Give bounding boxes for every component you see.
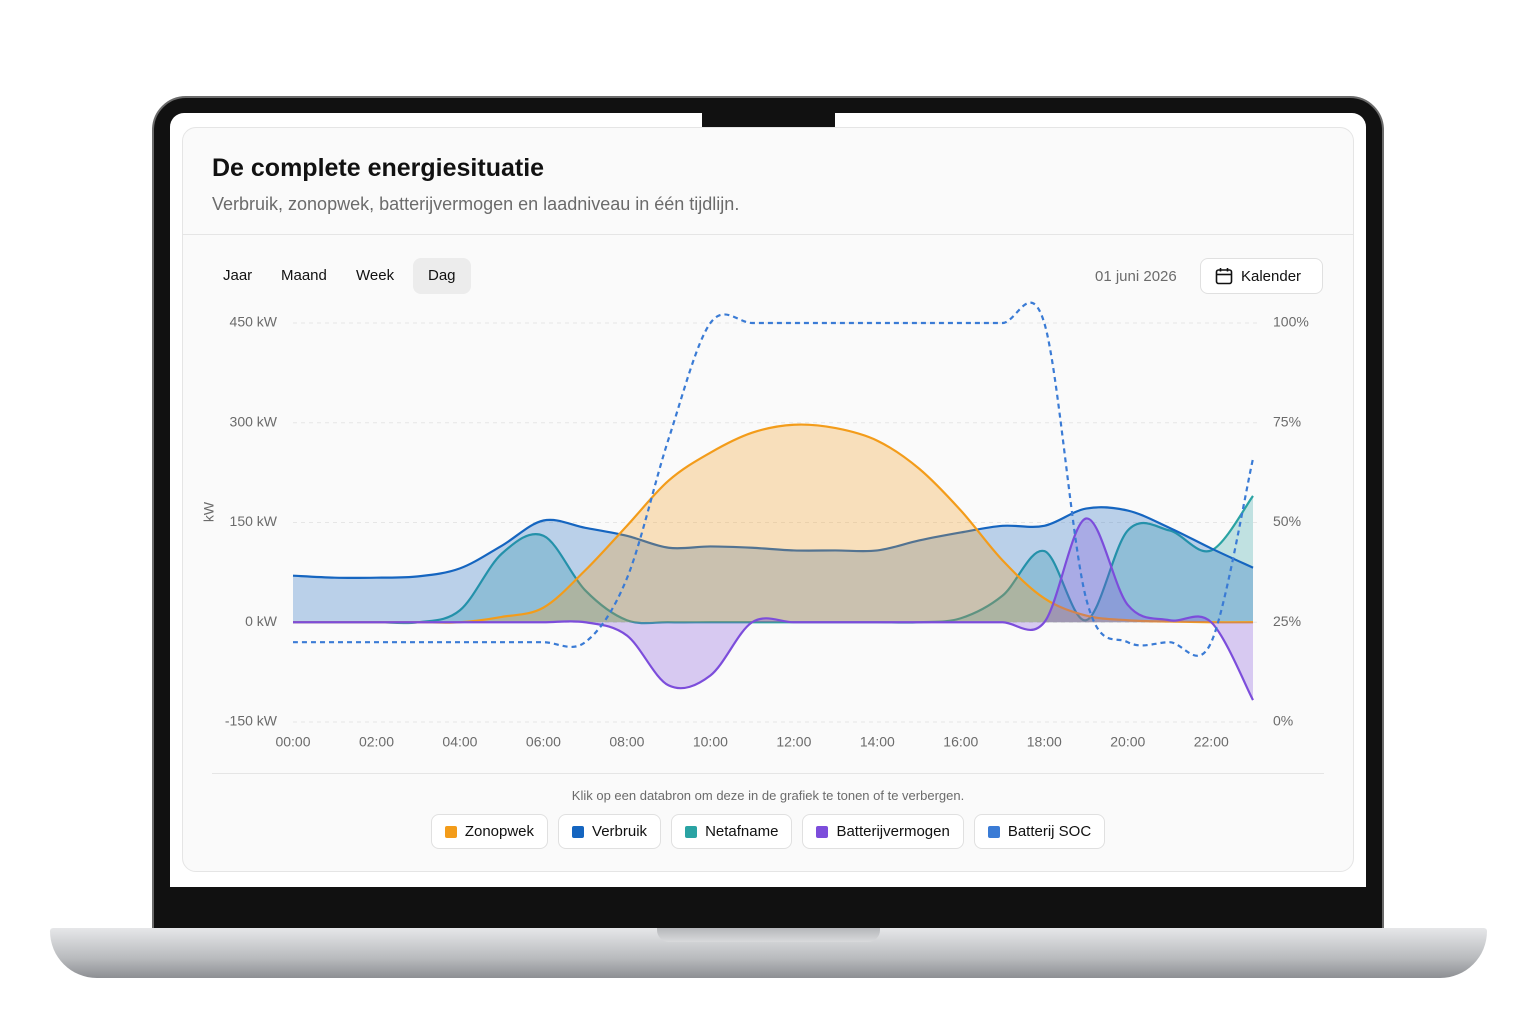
series-line (292, 506, 1254, 580)
tab[interactable]: Maand (281, 267, 327, 284)
y-tick-label: 0 kW (245, 613, 278, 629)
y2-tick-label: 50% (1273, 513, 1301, 529)
divider (212, 773, 1324, 774)
title: De complete energiesituatie (212, 154, 545, 182)
legend-item[interactable]: Netafname (671, 814, 793, 849)
legend-label: Zonopwek (464, 823, 535, 840)
y-axis-label: kW (201, 501, 217, 522)
date: 01 juni 2026 (1095, 268, 1177, 285)
area-fill (293, 424, 1253, 623)
y2-tick-label: 25% (1273, 613, 1301, 629)
calendar-label: Kalender (1241, 267, 1302, 285)
legend-item[interactable]: Zonopwek (430, 814, 549, 849)
x-tick-label: 20:00 (1110, 734, 1145, 750)
tab[interactable]: Dag (413, 258, 471, 294)
x-tick-label: 22:00 (1194, 734, 1229, 750)
tab[interactable]: Week (356, 267, 395, 284)
x-tick-label: 00:00 (275, 734, 310, 750)
x-tick-label: 12:00 (776, 734, 811, 750)
divider (183, 234, 1353, 235)
legend-swatch (987, 825, 1000, 838)
y-tick-label: -150 kW (225, 713, 278, 729)
y2-tick-label: 100% (1273, 314, 1309, 330)
calendar-icon (1215, 268, 1233, 285)
area-fill (293, 507, 1253, 623)
legend-label: Batterijvermogen (836, 823, 950, 840)
y-tick-label: 450 kW (230, 314, 278, 330)
legend-item[interactable]: Verbruik (558, 814, 662, 849)
legend-label: Netafname (705, 823, 779, 840)
calendar-button[interactable]: Kalender (1200, 258, 1323, 294)
legend-item[interactable]: Batterij SOC (973, 814, 1106, 849)
legend-swatch (685, 825, 698, 838)
legend-label: Verbruik (592, 823, 648, 840)
series-line (292, 301, 1255, 657)
y2-tick-label: 0% (1273, 713, 1293, 729)
x-tick-label: 08:00 (609, 734, 644, 750)
x-tick-label: 16:00 (943, 734, 978, 750)
card (182, 127, 1354, 872)
series-line (292, 517, 1254, 701)
legend-swatch (816, 825, 829, 838)
legend-swatch (444, 825, 457, 838)
y-tick-label: 300 kW (230, 413, 278, 429)
x-tick-label: 10:00 (693, 734, 728, 750)
legend-hint: Klik op een databron om deze in de grafi… (571, 788, 965, 803)
subtitle: Verbruik, zonopwek, batterijvermogen en … (212, 194, 740, 214)
x-tick-label: 06:00 (526, 734, 561, 750)
legend-item[interactable]: Batterijvermogen (802, 814, 964, 849)
tab[interactable]: Jaar (223, 267, 253, 284)
legend-label: Batterij SOC (1007, 823, 1092, 840)
legend-swatch (572, 825, 585, 838)
x-tick-label: 18:00 (1027, 734, 1062, 750)
x-tick-label: 02:00 (359, 734, 394, 750)
area-fill (293, 495, 1253, 624)
legend: Zonopwek Verbruik Netafname Batterijvermoge… (182, 814, 1354, 849)
x-tick-label: 04:00 (442, 734, 477, 750)
x-tick-label: 14:00 (860, 734, 895, 750)
y2-tick-label: 75% (1273, 413, 1301, 429)
area-fill (293, 518, 1253, 701)
laptop-groove (657, 928, 880, 942)
y-tick-label: 150 kW (230, 513, 278, 529)
